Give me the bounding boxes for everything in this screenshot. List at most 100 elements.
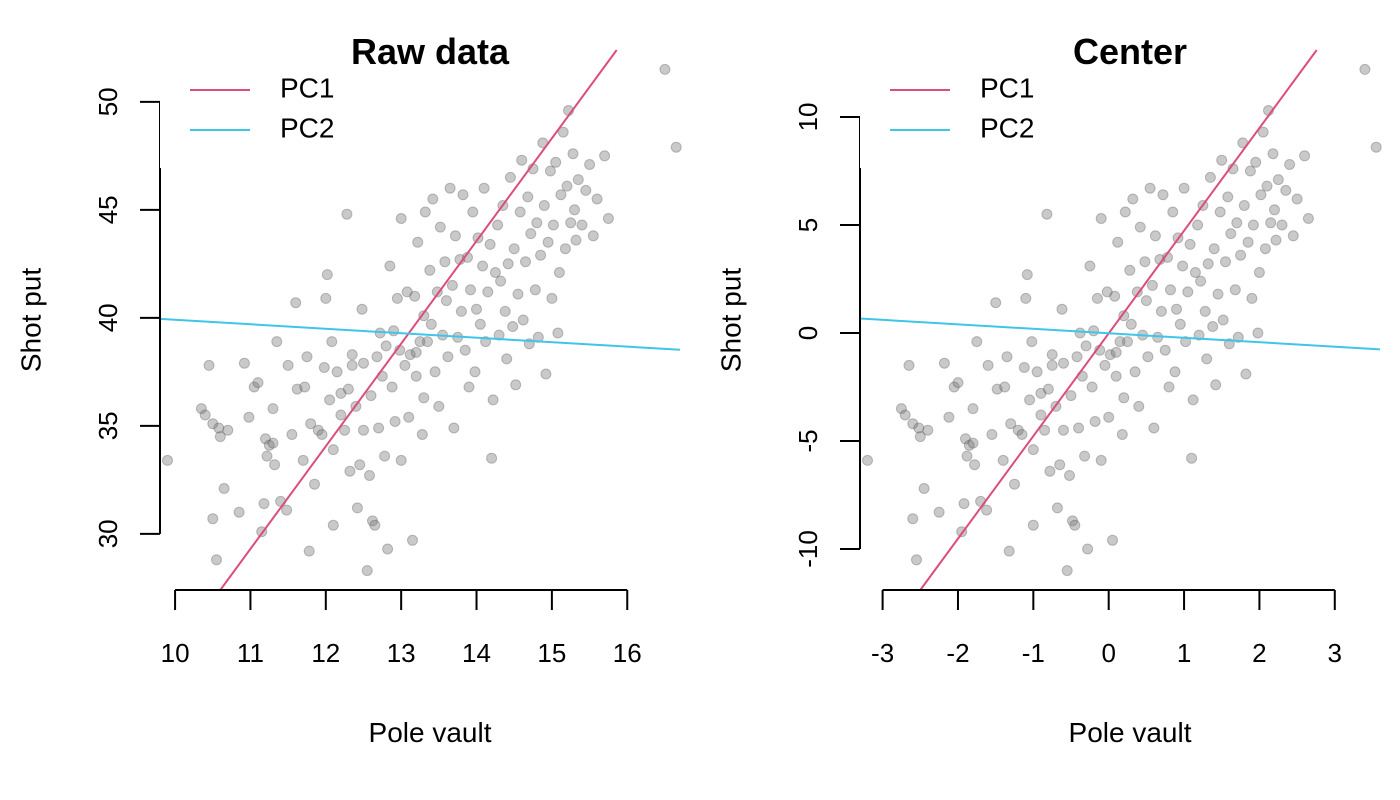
data-point xyxy=(913,422,925,434)
data-point xyxy=(1024,394,1036,406)
data-point xyxy=(1247,219,1259,231)
data-point xyxy=(309,478,320,490)
data-point xyxy=(291,383,303,395)
data-point xyxy=(243,411,255,423)
data-point xyxy=(1177,260,1189,272)
data-point xyxy=(569,204,580,216)
data-point xyxy=(510,379,522,391)
data-point xyxy=(602,213,614,224)
data-point xyxy=(369,519,381,531)
data-point xyxy=(399,359,411,371)
data-point xyxy=(1046,359,1058,371)
legend-label-pc2: PC2 xyxy=(980,112,1034,143)
data-point xyxy=(364,470,375,481)
data-point xyxy=(507,321,519,332)
data-point xyxy=(412,236,424,248)
data-point xyxy=(346,349,358,361)
data-point xyxy=(1067,515,1078,527)
data-point xyxy=(963,439,975,451)
data-point xyxy=(933,506,945,518)
data-point xyxy=(341,208,353,220)
data-point xyxy=(312,424,324,436)
data-point xyxy=(1214,206,1226,218)
data-point xyxy=(580,184,592,196)
data-point xyxy=(1182,286,1194,298)
data-point xyxy=(1058,357,1069,369)
scatter-points xyxy=(862,63,1382,577)
y-tick-label: 5 xyxy=(793,218,823,232)
data-point xyxy=(553,267,565,278)
x-tick-label: 15 xyxy=(537,638,566,668)
data-point xyxy=(404,349,416,361)
panel-raw-data: 30 35 40 45 50 10 11 12 13 14 15 16 Raw data Pole vau… xyxy=(15,31,682,748)
data-point xyxy=(504,171,516,183)
data-point xyxy=(1027,444,1039,456)
data-point xyxy=(395,454,407,466)
data-point xyxy=(899,409,911,421)
data-point xyxy=(429,366,441,378)
data-point xyxy=(1186,452,1198,464)
data-point xyxy=(203,359,215,371)
data-point xyxy=(469,366,481,378)
data-point xyxy=(967,437,979,449)
y-axis-label: Shot put xyxy=(15,268,46,373)
data-point xyxy=(1104,349,1116,361)
data-point xyxy=(914,431,926,443)
data-point xyxy=(269,459,281,471)
data-point xyxy=(335,387,347,399)
data-point xyxy=(1171,303,1182,315)
data-point xyxy=(522,191,534,203)
data-point xyxy=(391,292,403,304)
legend-background xyxy=(860,68,1060,168)
data-point xyxy=(1088,325,1100,337)
data-point xyxy=(1276,219,1288,231)
data-point xyxy=(1178,182,1190,194)
data-point xyxy=(1133,400,1145,412)
data-point xyxy=(358,424,369,436)
data-point xyxy=(535,249,547,261)
data-point xyxy=(487,394,499,406)
data-point xyxy=(520,256,531,268)
data-point xyxy=(290,297,302,309)
data-point xyxy=(981,504,993,516)
data-point xyxy=(1021,269,1033,281)
data-point xyxy=(1064,470,1075,481)
data-point xyxy=(401,286,413,298)
data-point xyxy=(1174,318,1186,330)
data-point xyxy=(1119,206,1131,218)
data-point xyxy=(1140,295,1152,307)
x-tick-label: -2 xyxy=(946,638,969,668)
x-axis-label: Pole vault xyxy=(1069,717,1192,748)
data-point xyxy=(419,206,431,218)
data-point xyxy=(422,336,433,348)
data-point xyxy=(1089,416,1101,427)
data-point xyxy=(1042,383,1054,395)
data-point xyxy=(449,230,461,242)
x-tick-label: 13 xyxy=(387,638,416,668)
data-point xyxy=(238,357,250,369)
data-point xyxy=(416,429,428,440)
legend-label-pc1: PC1 xyxy=(280,72,334,103)
data-point xyxy=(1071,351,1083,363)
data-point xyxy=(1302,213,1314,224)
data-point xyxy=(1110,346,1122,358)
data-point xyxy=(1167,206,1179,218)
y-tick-label: 40 xyxy=(93,303,123,332)
data-point xyxy=(301,351,313,363)
data-point xyxy=(1272,174,1284,186)
data-point xyxy=(371,351,383,363)
data-point xyxy=(465,284,476,296)
data-point xyxy=(418,392,430,404)
data-point xyxy=(1212,288,1224,300)
data-point xyxy=(386,381,398,393)
data-point xyxy=(407,534,418,546)
data-point xyxy=(482,286,494,298)
pc2-line xyxy=(159,317,681,351)
data-point xyxy=(1142,351,1154,363)
data-point xyxy=(561,180,573,192)
data-point xyxy=(1139,256,1151,268)
data-point xyxy=(207,418,219,430)
data-point xyxy=(213,422,225,434)
